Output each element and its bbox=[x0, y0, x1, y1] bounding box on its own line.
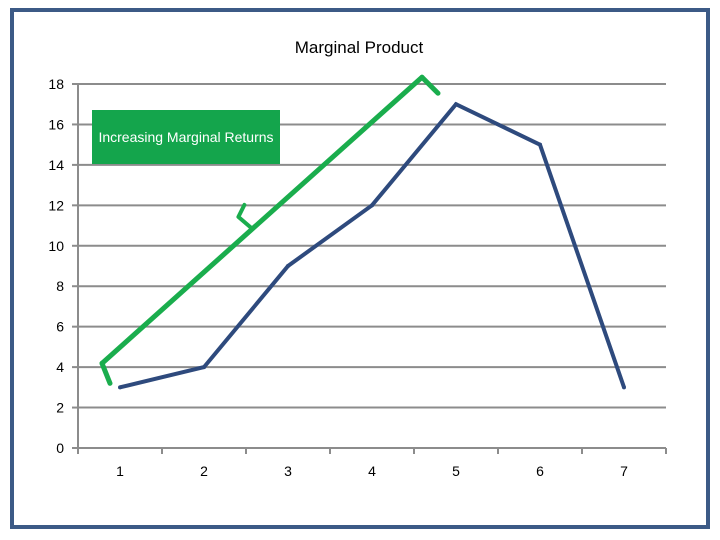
increasing-returns-bracket bbox=[99, 74, 441, 386]
chart-frame bbox=[10, 8, 710, 529]
x-tick-labels: 1 2 3 4 5 6 7 bbox=[116, 463, 628, 479]
y-tick-label: 0 bbox=[56, 440, 64, 456]
data-point bbox=[286, 264, 290, 268]
data-point bbox=[538, 142, 542, 147]
increasing-returns-callout: Increasing Marginal Returns bbox=[92, 110, 280, 164]
x-tick-label: 6 bbox=[536, 463, 544, 479]
data-point bbox=[622, 385, 626, 390]
x-tick-label: 1 bbox=[116, 463, 124, 479]
x-tick-label: 7 bbox=[620, 463, 628, 479]
x-tick-label: 3 bbox=[284, 463, 292, 479]
y-tick-label: 14 bbox=[48, 157, 64, 173]
y-tick-label: 8 bbox=[56, 278, 64, 294]
y-tick-label: 18 bbox=[48, 76, 64, 92]
axes bbox=[72, 83, 667, 454]
chart-title: Marginal Product bbox=[295, 38, 424, 57]
series-group bbox=[118, 101, 626, 390]
y-tick-label: 4 bbox=[56, 359, 64, 375]
bracket-notch bbox=[236, 202, 255, 231]
bracket-end-left bbox=[99, 360, 113, 386]
x-tick-label: 5 bbox=[452, 463, 460, 479]
y-tick-labels: 0 2 4 6 8 10 12 14 16 18 bbox=[48, 76, 64, 456]
data-point bbox=[118, 385, 122, 390]
y-tick-label: 12 bbox=[48, 197, 64, 213]
y-tick-label: 16 bbox=[48, 116, 64, 132]
x-tick-label: 2 bbox=[200, 463, 208, 479]
bracket-end-right bbox=[419, 74, 441, 96]
bracket-bar bbox=[99, 74, 425, 366]
x-tick-label: 4 bbox=[368, 463, 376, 479]
y-tick-label: 10 bbox=[48, 238, 64, 254]
y-tick-label: 6 bbox=[56, 319, 64, 335]
data-point bbox=[370, 203, 374, 208]
data-point bbox=[454, 102, 458, 107]
y-tick-label: 2 bbox=[56, 400, 64, 416]
callout-label: Increasing Marginal Returns bbox=[98, 129, 274, 145]
data-point bbox=[202, 365, 206, 370]
